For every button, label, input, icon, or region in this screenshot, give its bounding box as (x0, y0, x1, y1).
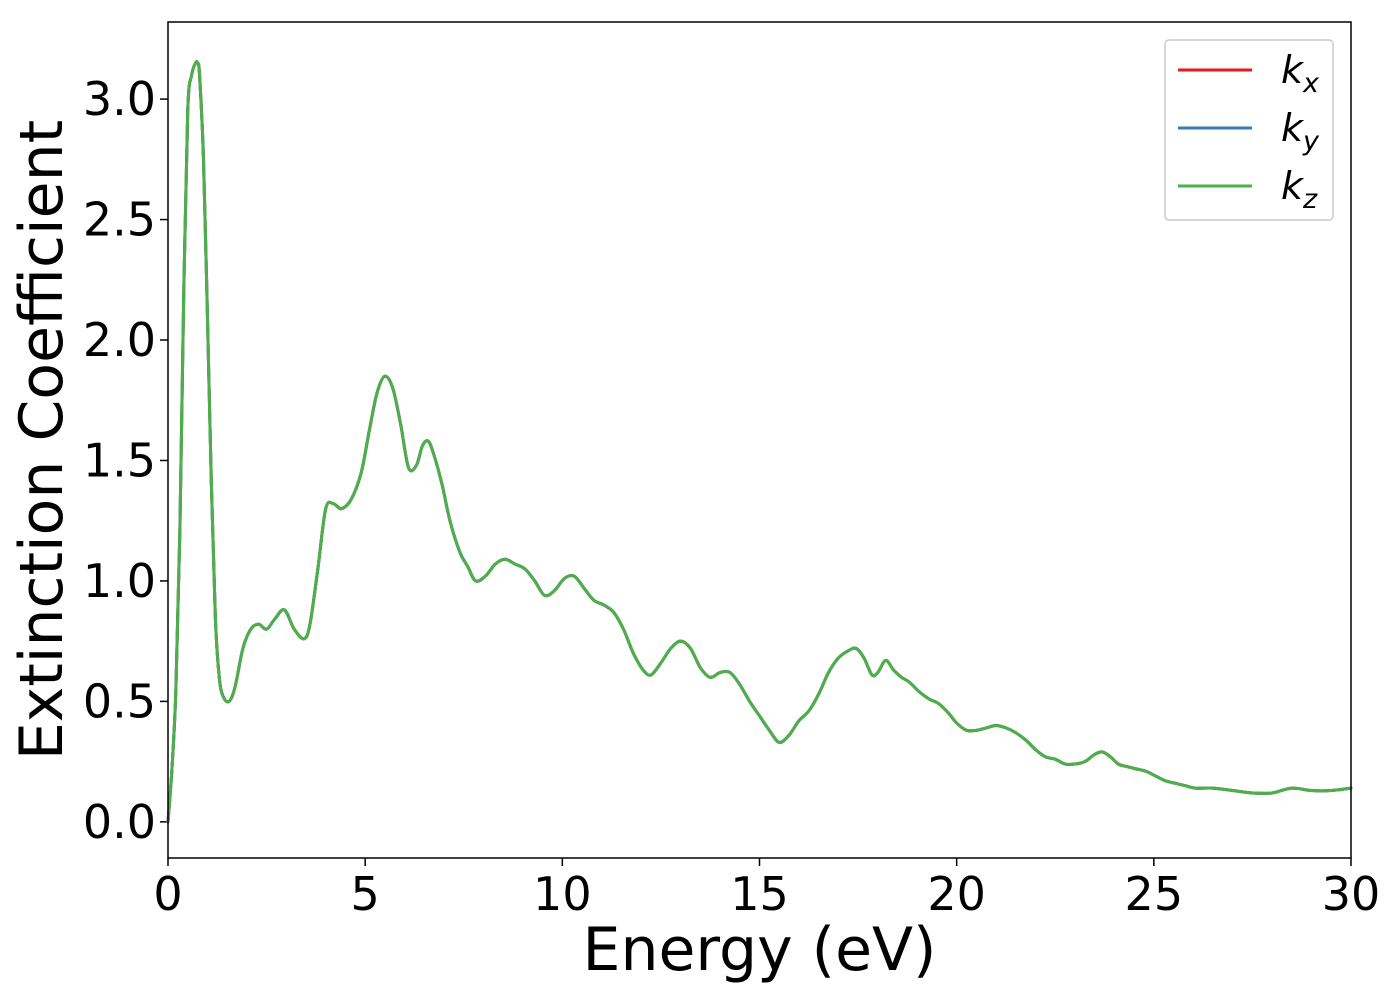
y-axis-ticks: 0.0 0.5 1.0 1.5 2.0 2.5 3.0 (83, 72, 168, 849)
x-tick-label: 25 (1125, 867, 1184, 921)
series-line-k-z (166, 59, 1353, 824)
y-tick-label: 1.5 (83, 433, 156, 487)
y-tick-label: 0.0 (83, 795, 156, 849)
x-tick-label: 20 (927, 867, 986, 921)
y-tick-label: 2.5 (83, 193, 156, 247)
y-axis-label: Extinction Coefficient (7, 120, 77, 760)
y-tick-label: 0.5 (83, 674, 156, 728)
legend-label-subscript: x (1302, 68, 1320, 99)
legend-label-base: k (1281, 164, 1305, 208)
x-tick-label: 5 (351, 867, 380, 921)
x-axis-ticks: 0 5 10 15 20 25 30 (153, 858, 1380, 921)
legend-frame (1164, 39, 1334, 221)
legend-label-subscript: z (1302, 184, 1318, 215)
x-tick-label: 15 (730, 867, 789, 921)
x-tick-label: 0 (153, 867, 182, 921)
legend-label-base: k (1281, 106, 1305, 150)
legend-label-k-y: ky (1281, 106, 1320, 157)
y-tick-label: 1.0 (83, 554, 156, 608)
series-lines (166, 59, 1353, 824)
legend-label-k-x: kx (1281, 48, 1320, 99)
plot-frame (167, 21, 1352, 859)
x-tick-label: 30 (1322, 867, 1381, 921)
legend-label-k-z: kz (1281, 164, 1318, 215)
y-tick-label: 3.0 (83, 72, 156, 126)
legend-label-base: k (1281, 48, 1305, 92)
y-tick-label: 2.0 (83, 313, 156, 367)
x-tick-label: 10 (533, 867, 592, 921)
legend-label-subscript: y (1302, 126, 1320, 157)
x-axis-label: Energy (eV) (583, 915, 937, 985)
